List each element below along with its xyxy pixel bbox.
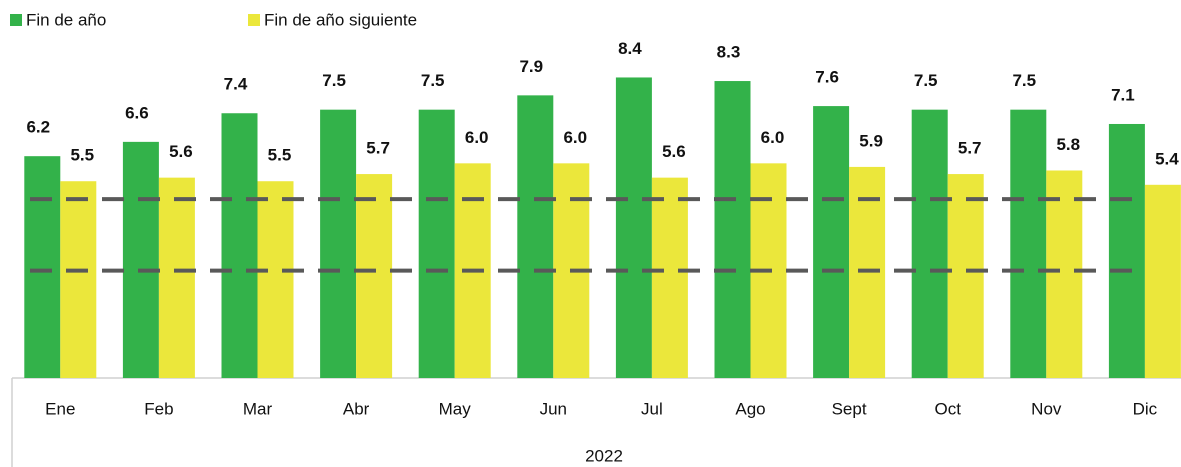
value-label: 6.0 bbox=[761, 128, 785, 147]
x-tick-label: Sept bbox=[832, 399, 867, 418]
value-label: 8.4 bbox=[618, 39, 642, 58]
bar bbox=[221, 113, 258, 378]
bar bbox=[813, 106, 850, 378]
value-label: 7.6 bbox=[815, 68, 839, 87]
x-tick-label: Abr bbox=[343, 399, 370, 418]
value-label: 7.5 bbox=[421, 71, 445, 90]
value-label: 7.5 bbox=[914, 71, 938, 90]
legend-swatch bbox=[248, 14, 260, 26]
value-label: 5.6 bbox=[662, 142, 686, 161]
value-label: 7.4 bbox=[224, 75, 248, 94]
value-label: 5.5 bbox=[268, 146, 292, 165]
bar bbox=[714, 81, 751, 379]
group-label: 2022 bbox=[585, 446, 623, 465]
value-label: 6.6 bbox=[125, 103, 149, 122]
bar bbox=[356, 174, 393, 378]
bar bbox=[24, 156, 61, 378]
bar bbox=[320, 109, 357, 379]
value-label: 6.2 bbox=[26, 118, 50, 137]
bar bbox=[418, 109, 455, 379]
bar bbox=[60, 181, 97, 378]
x-tick-label: Dic bbox=[1133, 399, 1158, 418]
bar bbox=[257, 181, 294, 378]
value-label: 5.6 bbox=[169, 142, 193, 161]
legend-label: Fin de año siguiente bbox=[264, 10, 417, 29]
bar bbox=[1046, 170, 1083, 378]
x-tick-label: Ago bbox=[735, 399, 765, 418]
x-tick-label: Nov bbox=[1031, 399, 1062, 418]
value-label: 7.9 bbox=[519, 57, 543, 76]
value-label: 8.3 bbox=[717, 43, 741, 62]
value-label: 5.7 bbox=[366, 139, 390, 158]
bar bbox=[158, 177, 195, 378]
value-label: 5.4 bbox=[1155, 149, 1179, 168]
bar bbox=[1010, 109, 1047, 379]
value-label: 5.5 bbox=[70, 146, 94, 165]
bar bbox=[1108, 123, 1145, 378]
bar bbox=[1144, 184, 1181, 378]
value-label: 6.0 bbox=[563, 128, 587, 147]
x-tick-label: May bbox=[439, 399, 472, 418]
bar bbox=[651, 177, 688, 378]
x-tick-label: Jul bbox=[641, 399, 663, 418]
x-tick-label: Jun bbox=[540, 399, 567, 418]
legend-label: Fin de año bbox=[26, 10, 106, 29]
legend-swatch bbox=[10, 14, 22, 26]
value-label: 5.8 bbox=[1056, 135, 1080, 154]
bar bbox=[122, 141, 159, 378]
value-label: 7.1 bbox=[1111, 85, 1135, 104]
value-label: 5.7 bbox=[958, 139, 982, 158]
x-tick-label: Oct bbox=[934, 399, 961, 418]
bar bbox=[947, 174, 984, 378]
x-tick-label: Feb bbox=[144, 399, 173, 418]
x-tick-label: Mar bbox=[243, 399, 273, 418]
value-label: 7.5 bbox=[322, 71, 346, 90]
value-label: 5.9 bbox=[859, 131, 883, 150]
bar bbox=[615, 77, 652, 378]
value-label: 6.0 bbox=[465, 128, 489, 147]
bar bbox=[517, 95, 554, 378]
x-tick-label: Ene bbox=[45, 399, 75, 418]
bar bbox=[911, 109, 948, 379]
value-label: 7.5 bbox=[1012, 71, 1036, 90]
